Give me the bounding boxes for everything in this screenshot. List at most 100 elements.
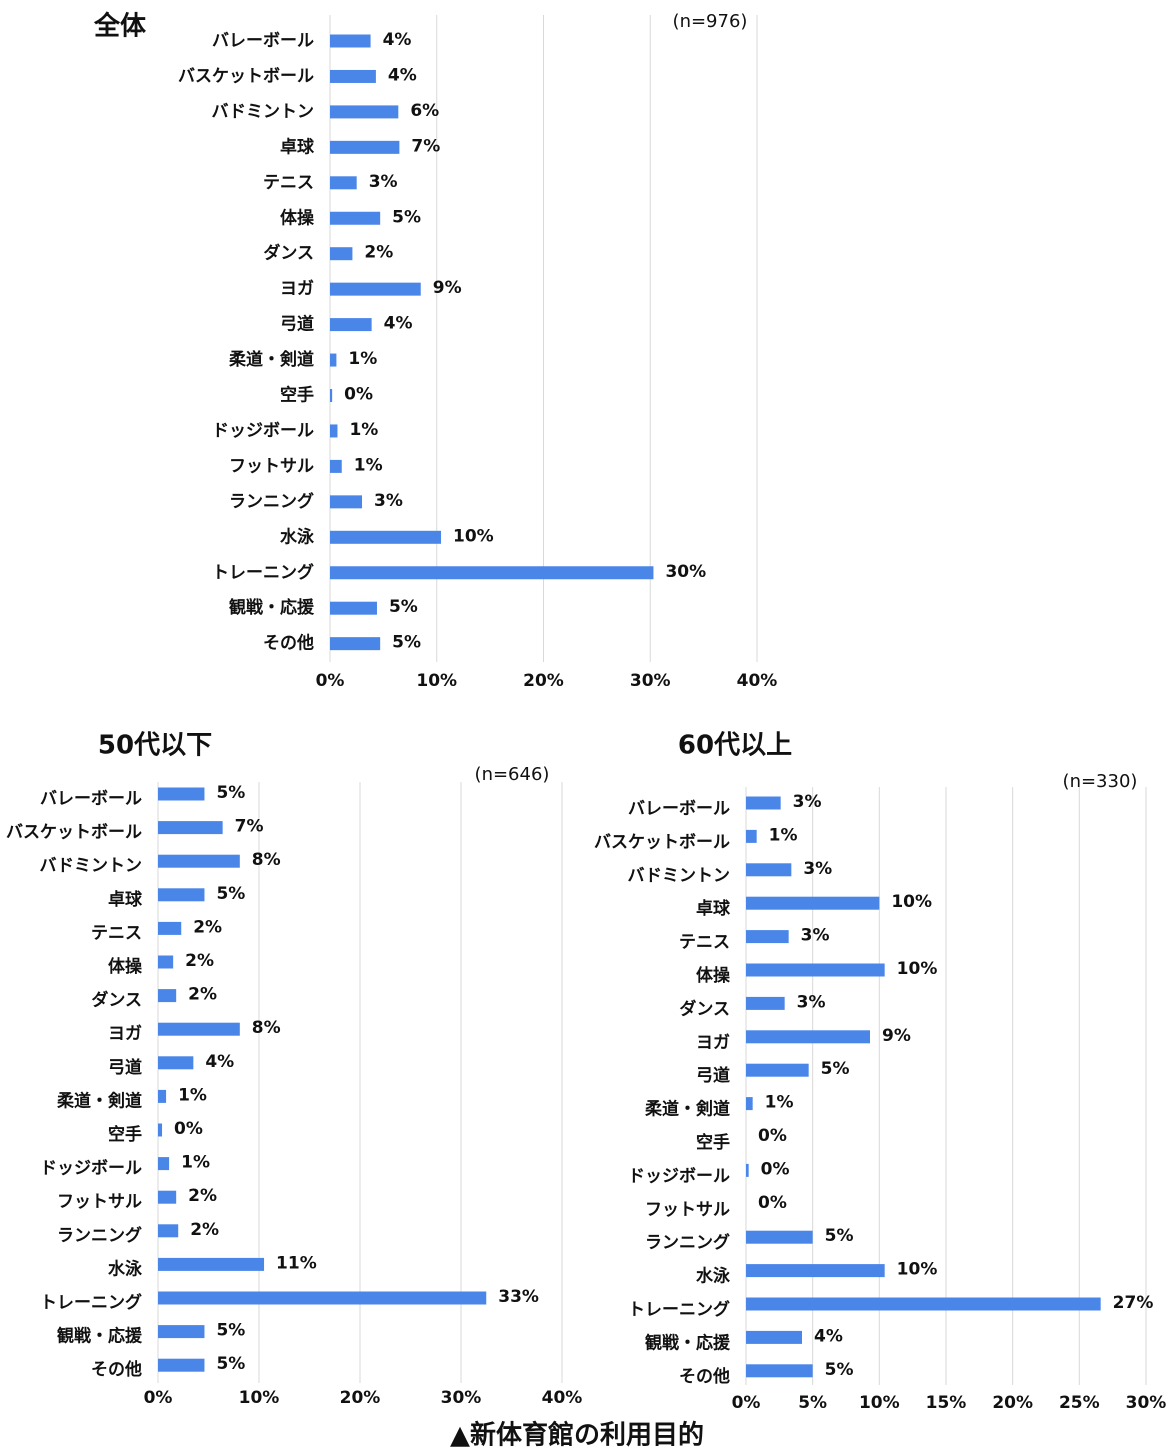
category-label: フットサル: [57, 1192, 142, 1212]
value-label: 10%: [897, 959, 938, 979]
bar: [746, 1364, 813, 1378]
bar: [330, 247, 353, 261]
category-label: 柔道・剣道: [57, 1090, 142, 1111]
category-label: 卓球: [280, 136, 315, 157]
value-label: 2%: [188, 985, 217, 1005]
value-label: 5%: [216, 783, 245, 803]
value-label: 0%: [761, 1159, 790, 1179]
x-tick-label: 0%: [316, 671, 345, 691]
value-label: 8%: [252, 1018, 281, 1038]
category-label: バスケットボール: [6, 823, 142, 843]
bar: [158, 1123, 163, 1137]
category-label: 柔道・剣道: [229, 349, 314, 370]
category-label: バスケットボール: [178, 66, 314, 86]
category-label: 水泳: [108, 1258, 143, 1279]
value-label: 1%: [181, 1153, 210, 1173]
category-label: テニス: [91, 923, 142, 943]
value-label: 0%: [758, 1193, 787, 1213]
value-label: 4%: [383, 30, 412, 50]
category-label: ヨガ: [108, 1024, 142, 1044]
category-label: ドッジボール: [212, 421, 314, 441]
value-label: 5%: [389, 597, 418, 617]
bar: [746, 1063, 809, 1077]
value-label: 33%: [498, 1287, 539, 1307]
x-tick-label: 0%: [732, 1393, 761, 1413]
x-tick-label: 40%: [737, 671, 778, 691]
value-label: 2%: [185, 951, 214, 971]
bar: [158, 854, 240, 868]
value-label: 5%: [216, 884, 245, 904]
bar: [158, 1358, 205, 1372]
value-label: 7%: [235, 817, 264, 837]
bar: [158, 955, 174, 969]
bar: [330, 353, 337, 367]
value-label: 5%: [825, 1226, 854, 1246]
bar: [746, 796, 781, 810]
category-label: フットサル: [645, 1200, 730, 1220]
category-label: その他: [263, 633, 314, 654]
category-label: 体操: [108, 956, 142, 977]
category-label: その他: [91, 1359, 142, 1380]
category-label: 空手: [108, 1124, 142, 1145]
category-label: バドミントン: [627, 866, 730, 886]
bar: [746, 1163, 749, 1177]
bar: [746, 996, 785, 1010]
bar: [746, 1264, 885, 1278]
category-label: ヨガ: [280, 279, 314, 299]
value-label: 3%: [369, 172, 398, 192]
x-tick-label: 30%: [1126, 1393, 1167, 1413]
value-label: 1%: [354, 455, 383, 475]
value-label: 5%: [392, 207, 421, 227]
x-tick-label: 10%: [859, 1393, 900, 1413]
category-label: ドッジボール: [628, 1166, 730, 1186]
category-label: テニス: [679, 933, 730, 953]
category-label: テニス: [263, 173, 314, 193]
category-label: 水泳: [280, 526, 315, 547]
category-label: ランニング: [645, 1232, 730, 1253]
x-tick-label: 30%: [630, 671, 671, 691]
bar: [746, 963, 885, 977]
x-tick-label: 40%: [542, 1388, 583, 1408]
value-label: 30%: [665, 562, 706, 582]
value-label: 3%: [797, 992, 826, 1012]
annotation: (n=976): [673, 11, 748, 32]
value-label: 2%: [364, 243, 393, 263]
value-label: 2%: [190, 1220, 219, 1240]
bar: [330, 140, 400, 154]
annotation: (n=646): [475, 764, 550, 785]
bar: [330, 459, 342, 473]
chart-title: 50代以下: [98, 731, 212, 761]
category-label: 観戦・応援: [229, 597, 315, 618]
category-label: バスケットボール: [594, 832, 730, 852]
value-label: 4%: [384, 314, 413, 334]
value-label: 4%: [814, 1326, 843, 1346]
category-label: ドッジボール: [40, 1159, 142, 1179]
bar: [746, 1097, 753, 1111]
value-label: 7%: [411, 136, 440, 156]
bar: [330, 211, 381, 225]
value-label: 9%: [882, 1026, 911, 1046]
value-label: 1%: [769, 825, 798, 845]
category-label: ランニング: [229, 491, 314, 512]
category-label: その他: [679, 1366, 730, 1387]
value-label: 2%: [188, 1186, 217, 1206]
value-label: 11%: [276, 1253, 317, 1273]
value-label: 2%: [193, 917, 222, 937]
x-tick-label: 10%: [416, 671, 457, 691]
value-label: 3%: [803, 859, 832, 879]
value-label: 5%: [216, 1354, 245, 1374]
bar: [158, 1291, 487, 1305]
bar: [330, 495, 363, 509]
value-label: 8%: [252, 850, 281, 870]
bar: [158, 821, 223, 835]
value-label: 10%: [891, 892, 932, 912]
category-label: ダンス: [263, 243, 314, 264]
value-label: 1%: [765, 1093, 794, 1113]
category-label: バドミントン: [39, 856, 142, 876]
value-label: 0%: [174, 1119, 203, 1139]
category-label: 柔道・剣道: [645, 1099, 730, 1120]
category-label: バドミントン: [211, 102, 314, 122]
category-label: 弓道: [108, 1057, 142, 1078]
chart-title: 60代以上: [678, 731, 792, 761]
category-label: 観戦・応援: [57, 1326, 143, 1347]
